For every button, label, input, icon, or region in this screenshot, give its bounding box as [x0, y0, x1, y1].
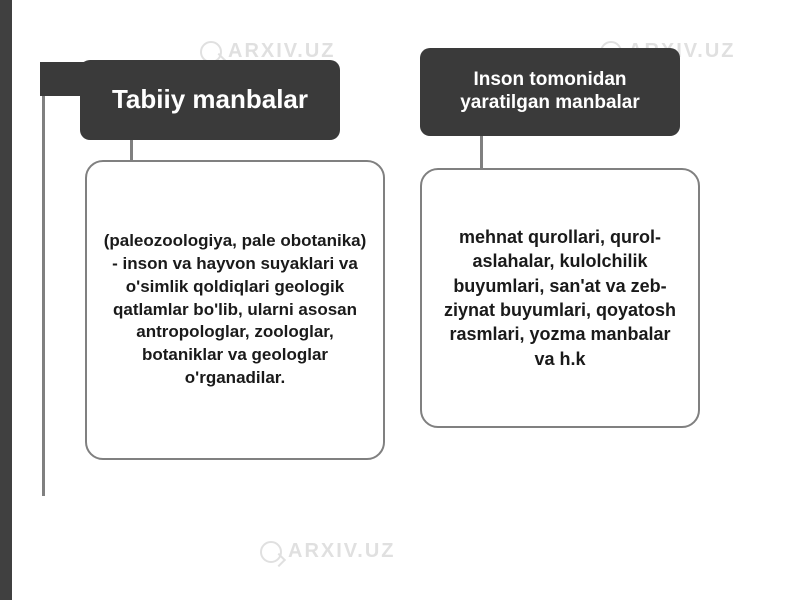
right-header-node: Inson tomonidan yaratilgan manbalar: [420, 48, 680, 136]
right-header-text: Inson tomonidan yaratilgan manbalar: [434, 69, 666, 115]
right-body-node: mehnat qurollari, qurol- aslahalar, kulo…: [420, 168, 700, 428]
side-connector: [42, 96, 45, 496]
diagram-container: Tabiiy manbalar Inson tomonidan yaratilg…: [0, 0, 800, 600]
left-header-text: Tabiiy manbalar: [112, 84, 308, 115]
connector-right: [480, 136, 483, 172]
left-body-text: (paleozoologiya, pale obotanika) - inson…: [103, 230, 367, 391]
left-header-node: Tabiiy manbalar: [80, 60, 340, 140]
left-body-node: (paleozoologiya, pale obotanika) - inson…: [85, 160, 385, 460]
right-body-text: mehnat qurollari, qurol- aslahalar, kulo…: [438, 225, 682, 371]
